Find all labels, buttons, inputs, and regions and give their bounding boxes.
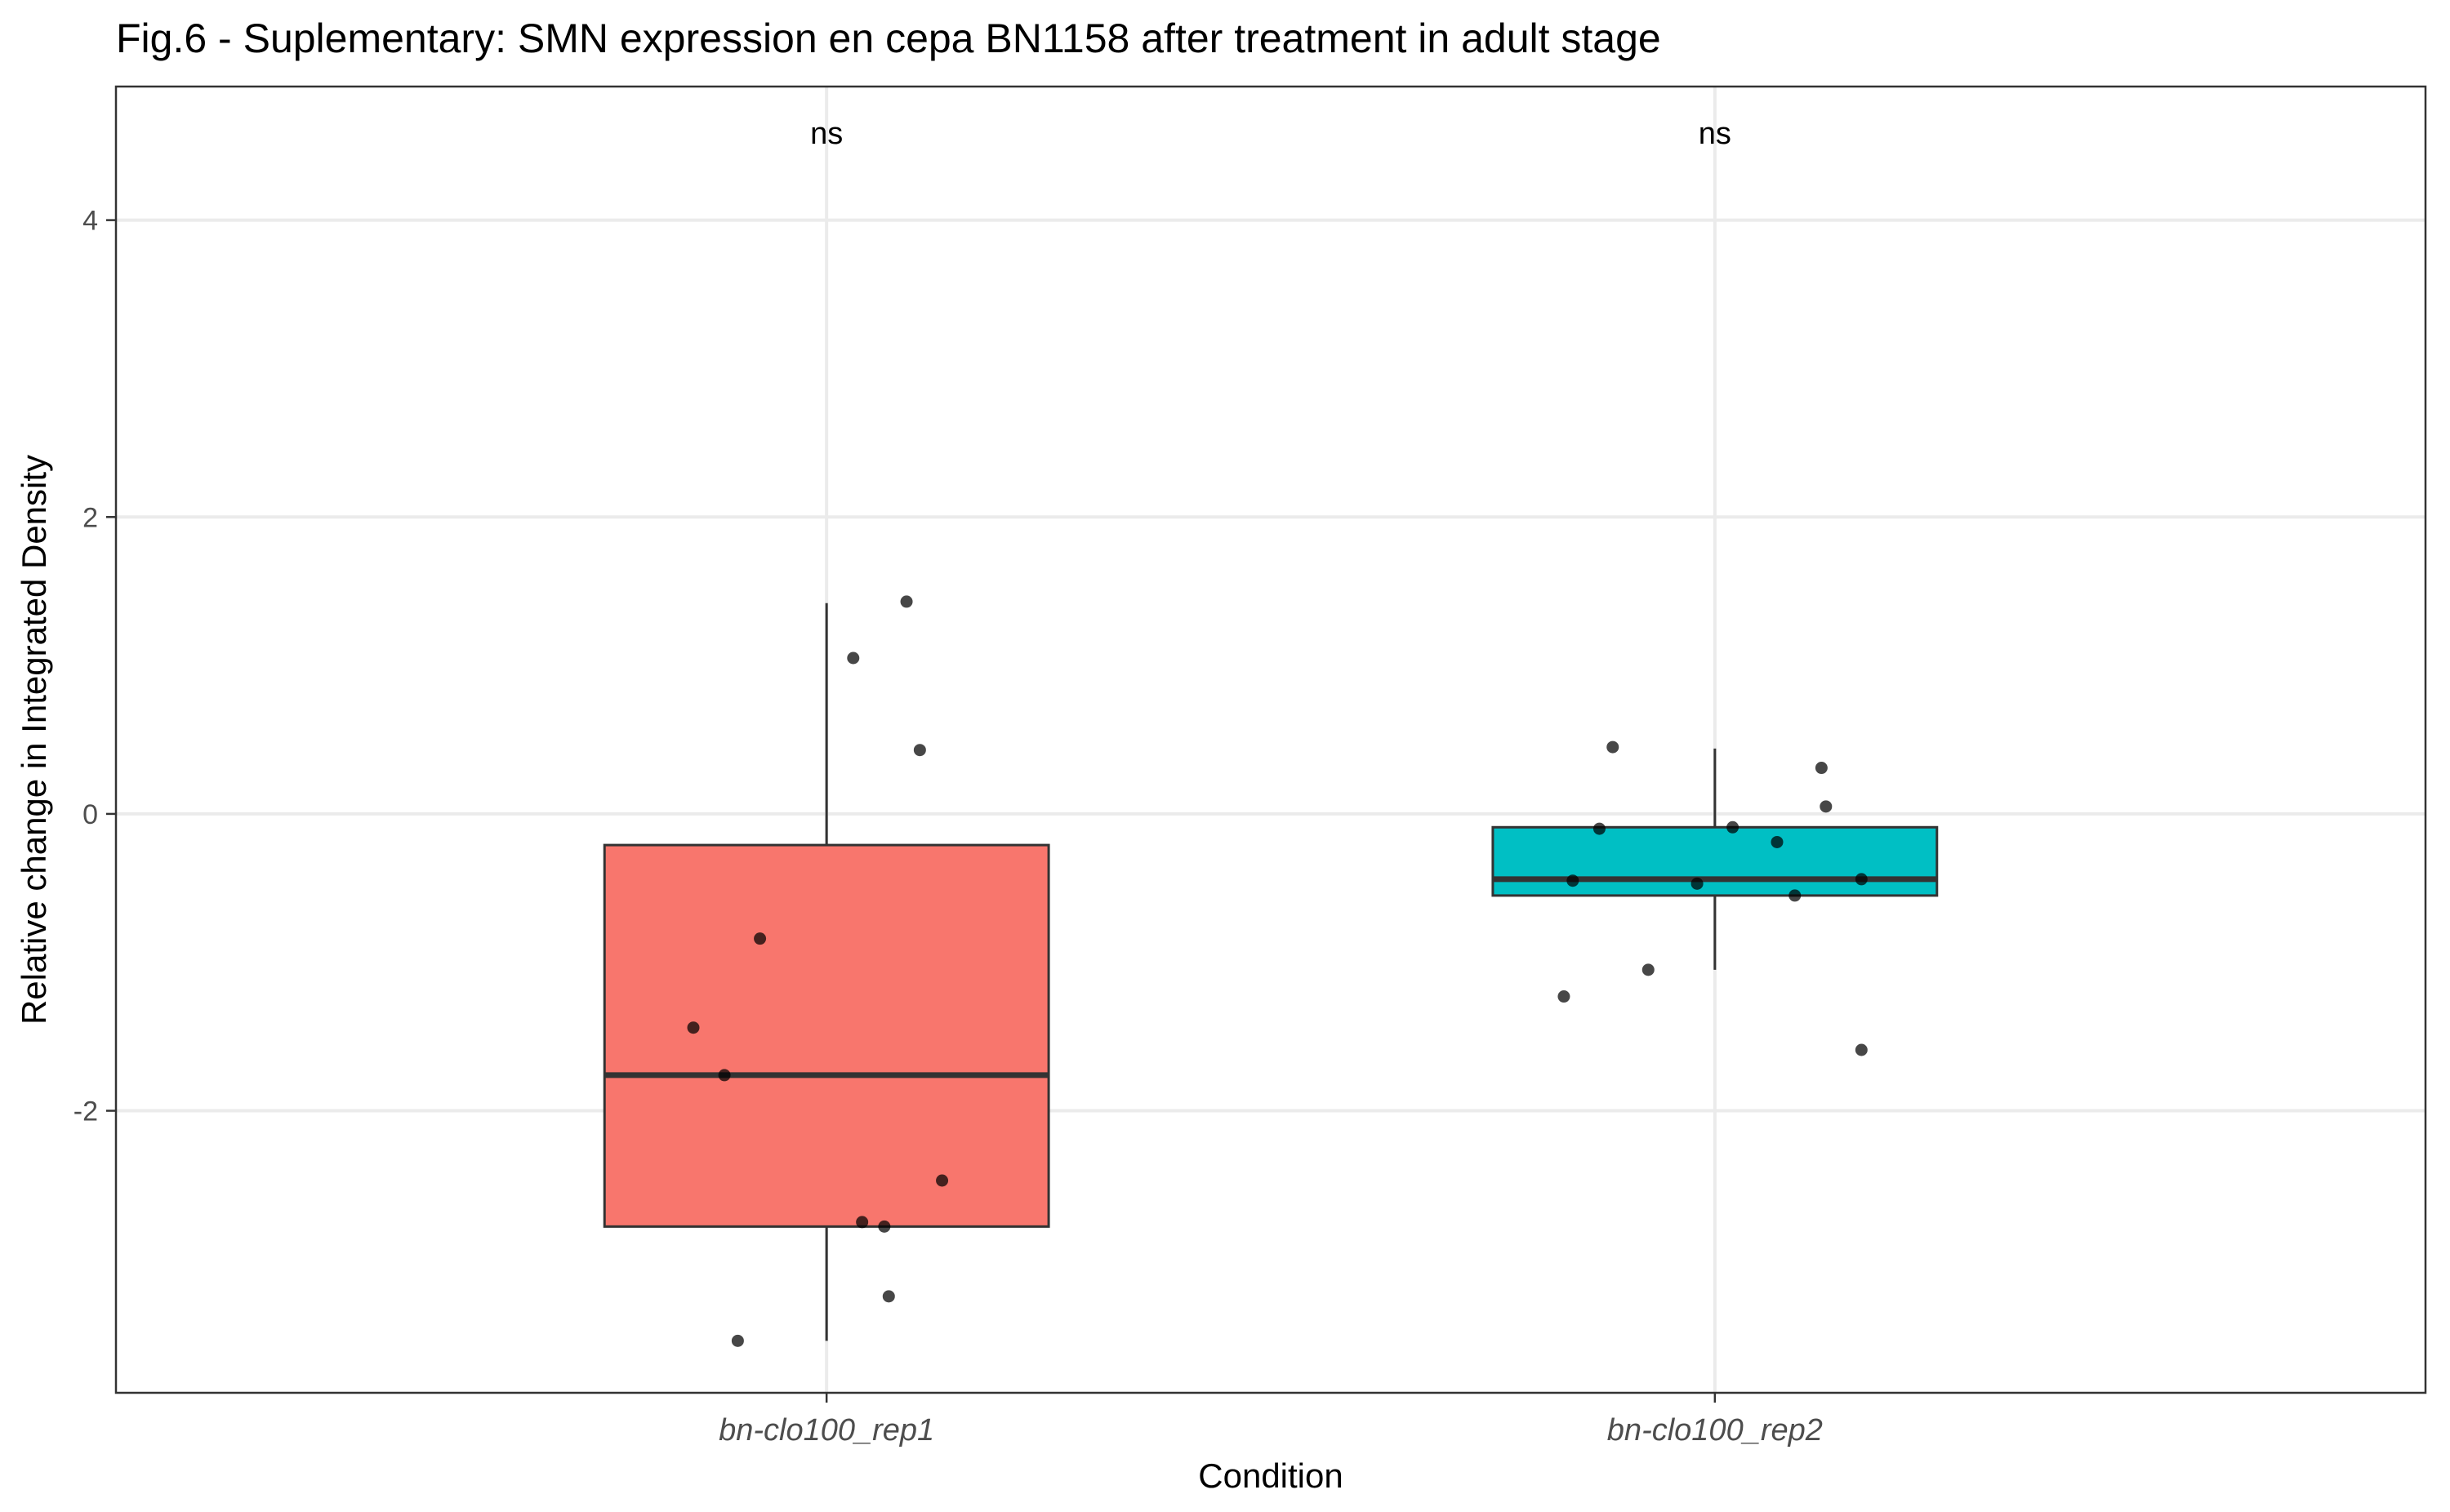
data-point: [1855, 1044, 1868, 1056]
data-point: [1815, 762, 1828, 774]
x-axis-ticks: bn-clo100_rep1 bn-clo100_rep2: [719, 1393, 1823, 1448]
y-axis-title: Relative change in Integrated Density: [15, 455, 53, 1025]
data-point: [754, 932, 766, 945]
data-point: [1606, 741, 1619, 754]
data-point: [1771, 836, 1783, 848]
y-axis-ticks: -2 0 2 4: [74, 206, 116, 1127]
data-point: [732, 1335, 744, 1347]
data-point: [878, 1221, 890, 1233]
y-tick-label: -2: [74, 1096, 98, 1127]
panel-border: [116, 87, 2426, 1393]
box-1: [604, 603, 1049, 1341]
data-point: [1642, 963, 1655, 976]
x-tick-label: bn-clo100_rep2: [1607, 1413, 1823, 1448]
grid-lines: [116, 87, 2426, 1393]
data-point: [1691, 878, 1704, 890]
box-body: [604, 845, 1049, 1226]
data-point: [1726, 821, 1739, 834]
data-point: [883, 1290, 895, 1302]
y-tick-label: 2: [82, 502, 98, 533]
data-point: [688, 1021, 700, 1034]
y-tick-label: 0: [82, 799, 98, 830]
data-point: [914, 744, 926, 756]
data-point: [856, 1216, 868, 1228]
significance-annotations: ns ns: [810, 117, 1731, 151]
data-point: [1820, 800, 1832, 812]
data-point: [1788, 889, 1801, 901]
box-layer: [604, 603, 1937, 1341]
data-point: [847, 652, 859, 665]
data-point: [1557, 990, 1570, 1003]
box-body: [1493, 827, 1937, 896]
x-tick-label: bn-clo100_rep1: [719, 1413, 934, 1448]
data-point: [1593, 823, 1606, 835]
data-point: [1566, 874, 1579, 887]
data-point: [719, 1069, 731, 1081]
x-axis-title: Condition: [1198, 1456, 1343, 1495]
data-point: [1855, 873, 1868, 885]
chart-title: Fig.6 - Suplementary: SMN expression en …: [116, 16, 1661, 61]
box-2: [1493, 749, 1937, 970]
significance-label: ns: [1699, 117, 1731, 151]
significance-label: ns: [810, 117, 843, 151]
y-tick-label: 4: [82, 206, 98, 237]
data-point: [936, 1175, 948, 1187]
data-point: [901, 595, 913, 607]
